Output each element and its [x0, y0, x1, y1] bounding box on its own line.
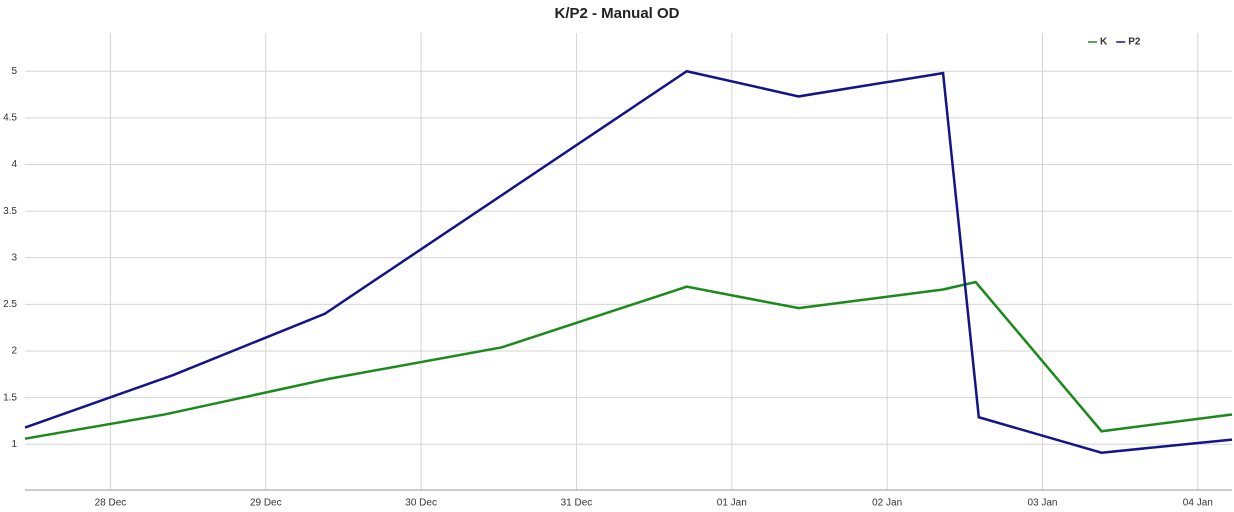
chart-title: K/P2 - Manual OD	[554, 5, 679, 22]
x-tick-label: 31 Dec	[561, 498, 593, 509]
x-tick-label: 28 Dec	[95, 498, 127, 509]
y-tick-label: 1.5	[3, 392, 17, 403]
legend-label: K	[1100, 37, 1108, 48]
y-tick-label: 3	[11, 252, 17, 263]
legend-label: P2	[1128, 37, 1141, 48]
line	[24, 69, 1233, 454]
y-tick-label: 5	[11, 66, 17, 77]
x-tick-label: 29 Dec	[250, 498, 282, 509]
x-tick-label: 04 Jan	[1183, 498, 1213, 509]
y-tick-label: 4.5	[3, 113, 17, 124]
y-tick-label: 2	[11, 346, 17, 357]
x-tick-label: 30 Dec	[405, 498, 437, 509]
y-tick-label: 1	[11, 439, 17, 450]
line	[24, 280, 1233, 440]
x-tick-label: 02 Jan	[872, 498, 902, 509]
y-tick-label: 4	[11, 159, 17, 170]
y-tick-label: 2.5	[3, 299, 17, 310]
x-tick-label: 03 Jan	[1027, 498, 1057, 509]
y-tick-label: 3.5	[3, 206, 17, 217]
x-tick-label: 01 Jan	[717, 498, 747, 509]
